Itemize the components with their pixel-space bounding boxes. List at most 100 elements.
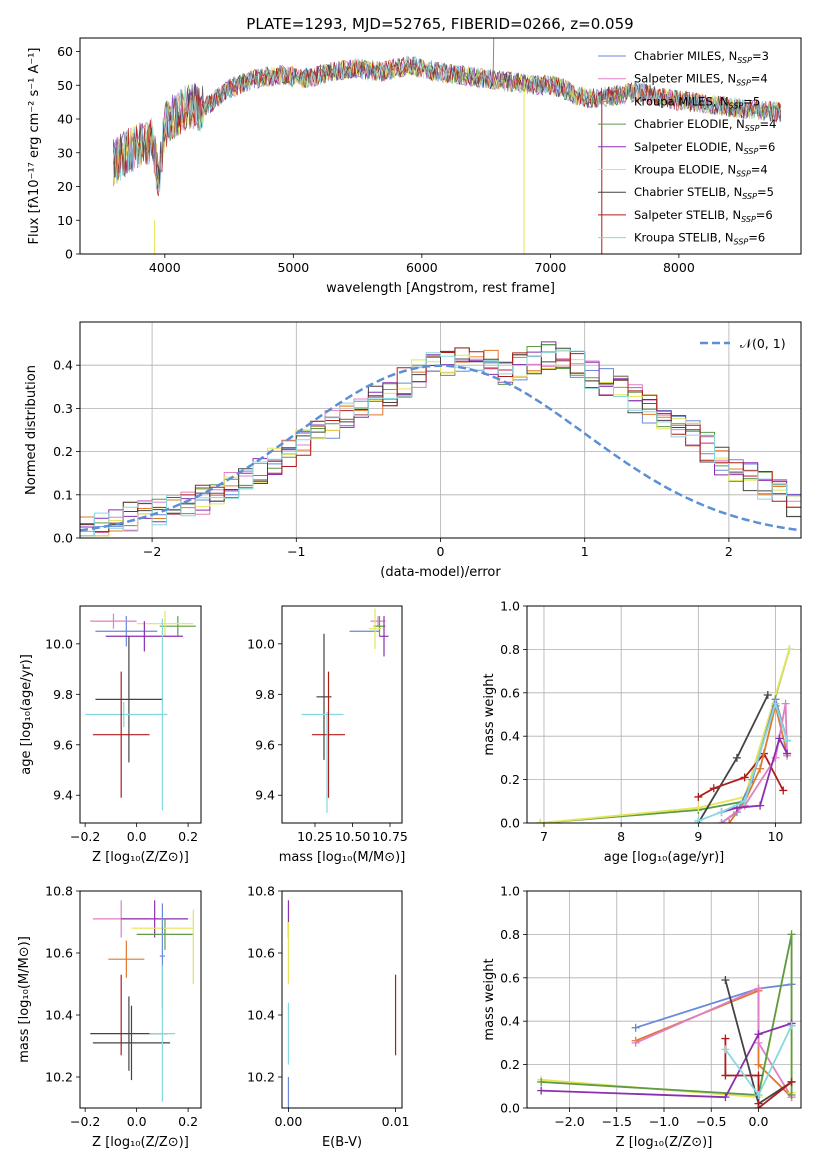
x-tick-label: −1.0 [649, 1114, 679, 1129]
legend-label-tail: =4 [760, 117, 777, 131]
y-tick-label: 10.0 [45, 636, 73, 651]
weight-line [541, 1022, 792, 1099]
y-tick-label: 9.8 [255, 687, 275, 702]
legend-label-tail: =6 [756, 208, 773, 222]
x-tick-label: 7 [540, 829, 548, 844]
y-axis-label: Flux [fλ10⁻¹⁷ erg cm⁻² s⁻¹ A⁻¹] [27, 48, 42, 245]
weight-point-marker [732, 753, 741, 762]
weight-point-marker [754, 1090, 763, 1099]
plot-area [85, 611, 196, 811]
figure-title: PLATE=1293, MJD=52765, FIBERID=0266, z=0… [246, 15, 633, 33]
weight-point-marker [754, 1104, 763, 1108]
legend-label-tail: =4 [751, 163, 768, 177]
x-tick-label: 0.0 [127, 829, 147, 844]
weight-point-marker [763, 690, 772, 699]
y-tick-label: 9.8 [53, 687, 73, 702]
x-tick-label: 0.0 [127, 1114, 147, 1129]
y-tick-label: 0.3 [53, 401, 73, 416]
plot-area [113, 38, 782, 254]
legend-entry: Salpeter ELODIE, NSSP=6 [634, 140, 775, 156]
panel-age-vs-Z: −0.2 0.0 0.2 9.4 9.6 9.8 10.0 Z [log₁₀(Z/Z⊙)] ag… [19, 605, 202, 865]
y-tick-label: 30 [57, 145, 73, 160]
weight-point-marker [721, 1045, 730, 1054]
x-axis-label: age [log₁₀(age/yr)] [604, 850, 725, 865]
x-axis-label: Z [log₁₀(Z/Z⊙)] [92, 850, 189, 865]
weight-point-marker [536, 819, 545, 823]
weight-point-marker [740, 773, 749, 782]
weight-point-marker [754, 1038, 763, 1047]
weight-point-marker [787, 1090, 796, 1099]
weight-point-marker [779, 786, 788, 795]
legend-entry: Chabrier MILES, NSSP=3 [634, 49, 769, 65]
weight-point-marker [725, 819, 734, 823]
y-tick-label: 0.4 [500, 729, 520, 744]
x-tick-label: 8000 [663, 260, 695, 275]
y-axis-label: mass weight [482, 958, 497, 1040]
y-tick-label: 20 [57, 179, 73, 194]
legend-entry: Chabrier STELIB, NSSP=5 [634, 185, 774, 201]
weight-point-marker [721, 1071, 730, 1080]
legend-label-subscript: SSP [734, 238, 749, 247]
weight-point-marker [775, 734, 784, 743]
panel-mass-vs-Z: −0.2 0.0 0.2 10.2 10.4 10.6 10.8 Z [log₁₀(Z/Z⊙)… [17, 884, 202, 1150]
x-tick-label: −0.2 [70, 1114, 100, 1129]
x-tick-label: −0.2 [70, 829, 100, 844]
x-axis-label: Z [log₁₀(Z/Z⊙)] [92, 1135, 189, 1150]
x-tick-label: 8 [617, 829, 625, 844]
weight-point-marker [694, 792, 703, 801]
x-tick-label: 9 [694, 829, 702, 844]
legend-label: Salpeter STELIB, N [634, 208, 741, 222]
weight-point-marker [740, 797, 749, 806]
weight-point-marker [717, 808, 726, 817]
y-tick-label: 9.4 [255, 788, 275, 803]
y-tick-label: 10.4 [45, 1008, 73, 1023]
spectrum-line [113, 55, 782, 193]
axes-frame [79, 605, 202, 824]
x-tick-label: 5000 [277, 260, 309, 275]
y-axis-label: mass weight [482, 673, 497, 755]
y-tick-label: 10.2 [45, 1070, 73, 1085]
x-tick-label: −2.0 [554, 1114, 584, 1129]
x-tick-label: 1 [581, 544, 589, 559]
weight-point-marker [537, 1086, 546, 1095]
weight-point-marker [787, 930, 796, 939]
y-tick-label: 10.2 [247, 1070, 275, 1085]
histogram-series [80, 349, 801, 537]
legend-label: Chabrier MILES, N [634, 49, 737, 63]
legend-label-subscript: SSP [744, 147, 759, 156]
spectrum-spike [492, 38, 495, 76]
weight-point-marker [721, 1034, 730, 1043]
y-tick-label: 0.0 [53, 531, 73, 546]
y-axis-label: Normed distribution [24, 365, 39, 495]
axes-frame [281, 890, 403, 1109]
normal-curve [80, 364, 801, 532]
x-axis-label: wavelength [Angstrom, rest frame] [326, 281, 555, 296]
axes-frame [526, 605, 802, 824]
legend-label-subscript: SSP [741, 215, 756, 224]
legend-entry: Kroupa ELODIE, NSSP=4 [634, 163, 768, 179]
legend-entry: Salpeter MILES, NSSP=4 [634, 72, 768, 88]
x-tick-label: −2 [143, 544, 161, 559]
y-tick-label: 0 [65, 247, 73, 262]
y-axis-label: mass [log₁₀(M/M⊙)] [17, 936, 32, 1063]
legend-entry: Chabrier ELODIE, NSSP=4 [634, 117, 776, 133]
legend-label-tail: =4 [751, 72, 768, 86]
legend-label: Kroupa MILES, N [634, 94, 729, 108]
y-tick-label: 60 [57, 44, 73, 59]
weight-point-marker [754, 1060, 763, 1069]
y-tick-label: 9.4 [53, 788, 73, 803]
axes-frame [79, 37, 802, 255]
weight-line [635, 987, 793, 1098]
legend-entry: 𝒩(0, 1) [740, 336, 786, 351]
y-tick-label: 40 [57, 112, 73, 127]
x-axis-label: mass [log₁₀(M/M⊙)] [279, 850, 406, 865]
x-tick-label: 0.2 [178, 829, 198, 844]
weight-point-marker [783, 736, 792, 745]
x-tick-label: 10 [768, 829, 784, 844]
x-tick-label: 10.25 [297, 829, 333, 844]
x-tick-label: −0.5 [696, 1114, 726, 1129]
x-tick-label: 10.50 [335, 829, 371, 844]
x-tick-label: 7000 [534, 260, 566, 275]
y-tick-label: 9.6 [53, 737, 73, 752]
weight-point-marker [783, 749, 792, 758]
